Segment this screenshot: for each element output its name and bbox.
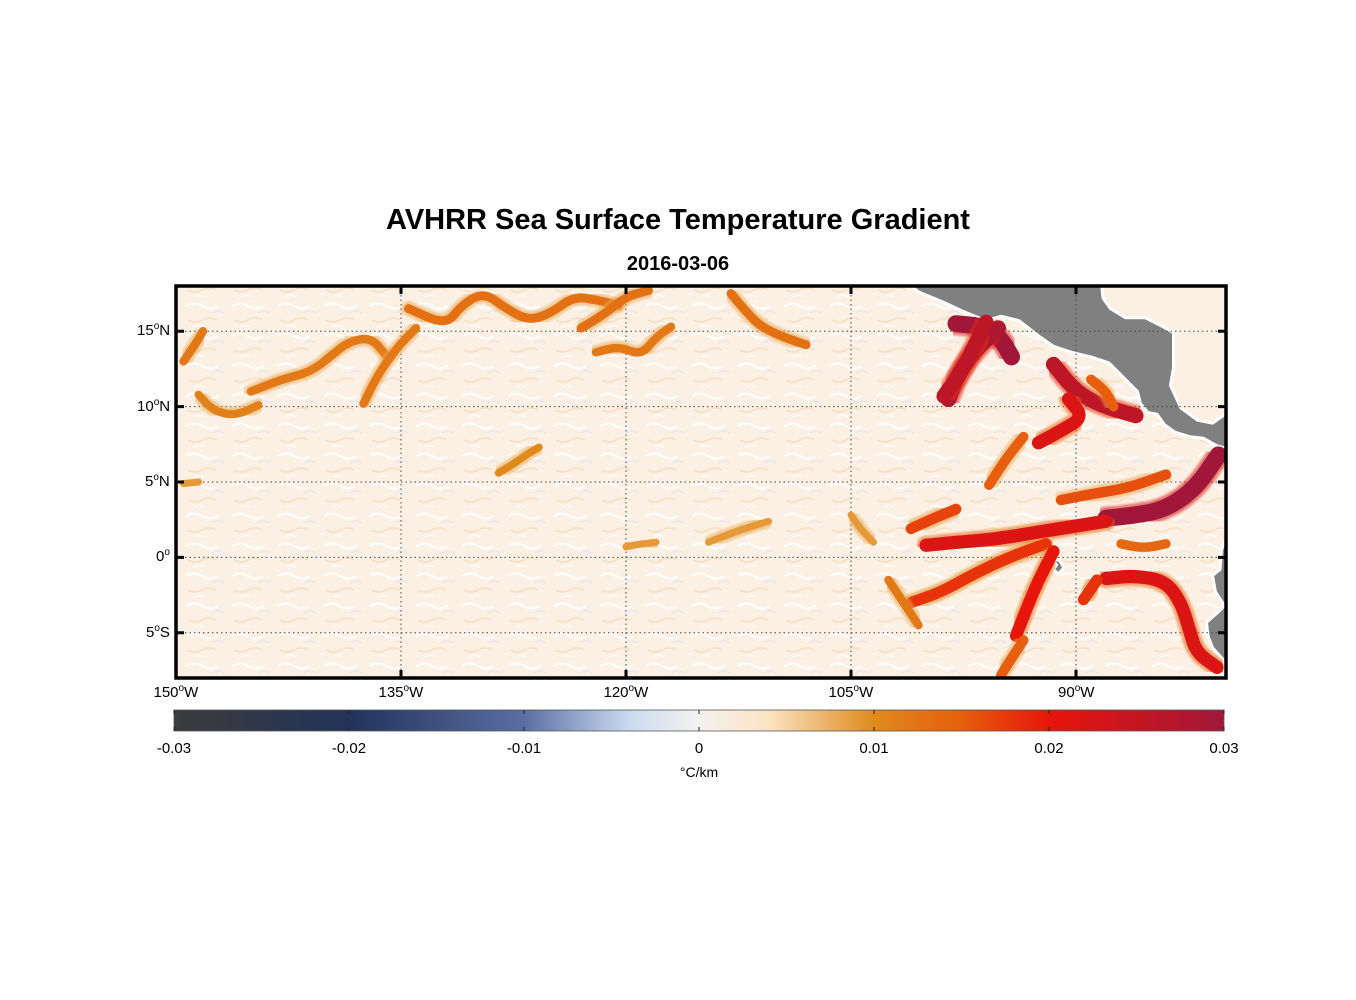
map-border [174,284,1228,680]
gradient-front-core [905,538,1052,609]
lat-tick-label: 0o [156,547,170,566]
lat-tick-label: 15oN [137,321,171,340]
colorbar-tick-label: 0.03 [1209,740,1239,757]
lon-tick-label: 105oW [828,683,874,702]
gradient-front-core [359,324,421,408]
ocean-field [176,286,1226,678]
gradient-front [916,511,1116,555]
gradient-front-core [1099,569,1224,674]
gradient-front-core [984,431,1029,490]
gradient-front-core [1009,545,1060,642]
gradient-front [902,500,965,538]
gradient-front [176,324,211,369]
gradient-front-core [1031,392,1086,450]
gradient-front [619,535,663,554]
gradient-front [1094,443,1226,530]
gradient-front [588,319,679,360]
gradient-front [902,535,1055,612]
gradient-front [191,387,266,422]
gradient-front [573,286,656,336]
gradient-front [981,428,1032,493]
gradient-front [1113,536,1174,555]
gradient-front [993,632,1032,678]
gradient-front-core [884,575,923,630]
lon-tick-label: 120oW [603,683,649,702]
colorbar [173,709,1225,732]
gradient-front [1006,542,1063,645]
lat-tick-label: 5oN [145,472,170,491]
lat-tick-label: 10oN [137,396,171,415]
colorbar-tick-label: 0.02 [1034,740,1064,757]
lon-tick-label: 90oW [1058,683,1095,702]
colorbar-tick-label: 0 [694,740,704,757]
gradient-front-core [1116,539,1171,552]
gradient-front-core [905,503,962,535]
gradient-front [1083,371,1122,415]
gradient-front [1096,566,1226,677]
gradient-front-core [1055,469,1172,506]
gradient-front-core [576,286,653,333]
gradient-front [401,288,626,329]
gradient-front-core [591,322,676,357]
gradient-front [1028,389,1089,453]
gradient-front-core [1097,446,1226,527]
gradient-front [1052,466,1175,509]
colorbar-tick-label: 0.01 [859,740,889,757]
gradient-front-core [180,478,202,487]
gradient-front [356,321,424,411]
gradient-front-core [246,334,391,396]
map-title: AVHRR Sea Surface Temperature Gradient [386,204,970,236]
ocean-background [176,286,1226,678]
gradient-front-core [622,538,660,551]
gradient-front [177,475,205,490]
gradient-front-core [194,390,263,419]
gradient-front-core [404,291,623,326]
caribbean-sea [1100,286,1226,425]
map-date: 2016-03-06 [626,253,730,275]
gradient-front [243,331,394,399]
gradient-front [881,572,926,633]
gradient-front [723,286,814,353]
gradient-front-core [494,443,543,477]
gradient-front-core [1086,374,1119,412]
gradient-front-core [179,327,208,366]
colorbar-tick-label: -0.02 [331,740,367,757]
gradient-front [491,440,546,480]
lon-tick-label: 150oW [153,683,199,702]
gradient-front-core [996,635,1029,678]
gradient-front [1074,571,1106,609]
gradient-front-core [705,517,772,546]
lat-tick-label: 5oS [146,622,170,641]
gradient-front-core [847,511,877,546]
gradient-front-core [726,289,811,350]
gradient-front-core [919,514,1113,552]
sst-gradient-fronts [176,286,1226,678]
gradient-front-core [1077,574,1103,606]
colorbar-unit-label: °C/km [679,764,719,780]
gradient-front [844,508,880,549]
lon-tick-label: 135oW [378,683,424,702]
gradient-front-core [936,314,994,404]
gradient-front [702,514,775,549]
map-frame [174,284,1228,680]
colorbar-tick-label: -0.01 [506,740,542,757]
colorbar-tick-label: -0.03 [156,740,192,757]
gradient-front [933,311,997,407]
